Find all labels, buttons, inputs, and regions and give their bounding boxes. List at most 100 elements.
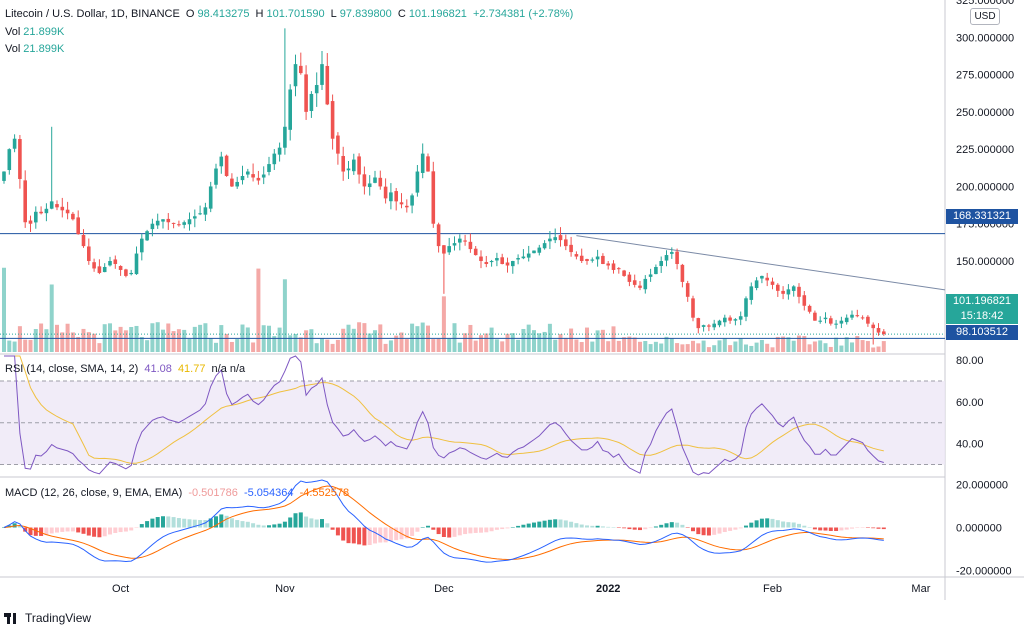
- macd-histogram-bar: [770, 518, 775, 528]
- candle-body: [71, 213, 75, 220]
- macd-histogram-bar: [664, 523, 669, 528]
- macd-tick-label: 20.000000: [956, 479, 1008, 491]
- volume-bar: [182, 329, 187, 352]
- candle-body: [145, 231, 149, 241]
- time-tick-label: Dec: [434, 583, 454, 595]
- rsi-legend: RSI (14, close, SMA, 14, 2) 41.08 41.77 …: [5, 363, 246, 375]
- candle-body: [866, 316, 870, 324]
- candle-body: [108, 261, 112, 266]
- rsi-tick-label: 80.00: [956, 355, 984, 367]
- macd-histogram-bar: [118, 527, 123, 533]
- volume-bar: [447, 338, 452, 352]
- macd-histogram-bar: [44, 527, 49, 536]
- volume-bar: [272, 336, 277, 352]
- time-tick-label: 2022: [596, 583, 620, 595]
- volume-bar: [839, 345, 844, 352]
- candle-body: [113, 259, 118, 264]
- volume-bar: [850, 342, 854, 352]
- candle-body: [749, 286, 754, 300]
- candle-body: [39, 211, 43, 214]
- tradingview-brand[interactable]: TradingView: [4, 611, 91, 625]
- volume-bar: [309, 329, 314, 352]
- macd-histogram-bar: [818, 527, 823, 531]
- candle-body: [723, 317, 727, 323]
- macd-histogram-bar: [267, 525, 271, 528]
- macd-pane: -20.000000 0.000000 20.000000: [2, 479, 1012, 578]
- macd-histogram-bar: [712, 527, 717, 535]
- volume-bar: [685, 344, 690, 352]
- currency-badge[interactable]: USD: [970, 8, 1000, 25]
- candle-body: [696, 318, 701, 329]
- macd-histogram-bar: [457, 527, 462, 536]
- macd-histogram-bar: [320, 519, 324, 528]
- candle-body: [611, 263, 616, 270]
- candle-body: [134, 253, 139, 275]
- macd-histogram-bar: [638, 527, 642, 531]
- candle-body: [261, 174, 266, 178]
- candle-body: [717, 320, 722, 326]
- volume-legend-2: Vol 21.899K: [5, 43, 65, 55]
- candle-body: [855, 315, 860, 317]
- macd-histogram-bar: [394, 527, 399, 541]
- candle-body: [521, 256, 526, 259]
- macd-histogram-bar: [701, 527, 706, 536]
- macd-histogram-bar: [436, 527, 441, 535]
- last-price-tag: 101.196821: [946, 294, 1018, 309]
- volume-bar: [733, 341, 738, 352]
- candle-body: [489, 261, 494, 263]
- macd-histogram-bar: [362, 527, 367, 546]
- macd-histogram-bar: [537, 521, 542, 528]
- macd-histogram-bar: [807, 527, 812, 528]
- volume-bar: [351, 328, 356, 352]
- candle-body: [744, 298, 748, 317]
- macd-histogram-bar: [510, 527, 515, 528]
- volume-bar: [176, 329, 181, 352]
- macd-legend: MACD (12, 26, close, 9, EMA, EMA) -0.501…: [5, 487, 350, 499]
- macd-histogram-bar: [648, 527, 653, 529]
- volume-bar: [712, 345, 717, 352]
- candle-body: [65, 209, 70, 214]
- volume-bar: [818, 340, 823, 352]
- volume-bar: [802, 336, 807, 352]
- candle-body: [362, 174, 367, 187]
- volume-bar: [759, 339, 764, 352]
- candle-body: [251, 174, 255, 178]
- candle-body: [55, 204, 59, 208]
- candle-body: [632, 280, 637, 285]
- candle-body: [18, 139, 22, 179]
- candle-body: [495, 258, 499, 261]
- volume-bar: [717, 340, 722, 352]
- volume-bar: [235, 339, 240, 352]
- macd-histogram-bar: [881, 527, 886, 530]
- macd-histogram-bar: [431, 527, 436, 530]
- macd-histogram-bar: [659, 524, 664, 528]
- candle-body: [394, 191, 398, 202]
- candle-body: [299, 65, 303, 74]
- macd-histogram-bar: [123, 527, 128, 532]
- macd-histogram-bar: [595, 525, 600, 528]
- volume-bar: [680, 344, 685, 352]
- candle-body: [564, 239, 568, 247]
- volume-bar: [192, 326, 197, 352]
- macd-line: [3, 479, 884, 563]
- macd-histogram-bar: [60, 527, 65, 532]
- volume-bar: [510, 333, 515, 352]
- macd-histogram-bar: [272, 524, 277, 528]
- candle-body: [797, 286, 801, 297]
- candle-body: [155, 220, 160, 226]
- candle-body: [442, 245, 446, 254]
- macd-histogram-bar: [579, 524, 584, 528]
- macd-histogram-bar: [722, 527, 727, 533]
- volume-bar: [664, 336, 669, 352]
- candle-body: [102, 266, 107, 273]
- price-tick-label: 250.000000: [956, 107, 1014, 119]
- macd-histogram-bar: [341, 527, 346, 541]
- candle-body: [850, 314, 854, 318]
- candle-body: [537, 247, 542, 253]
- horizontal-levels: [0, 233, 946, 339]
- volume-bar: [113, 330, 118, 352]
- macd-histogram-bar: [282, 521, 287, 528]
- volume-bar: [600, 329, 605, 352]
- volume-bar: [786, 337, 791, 352]
